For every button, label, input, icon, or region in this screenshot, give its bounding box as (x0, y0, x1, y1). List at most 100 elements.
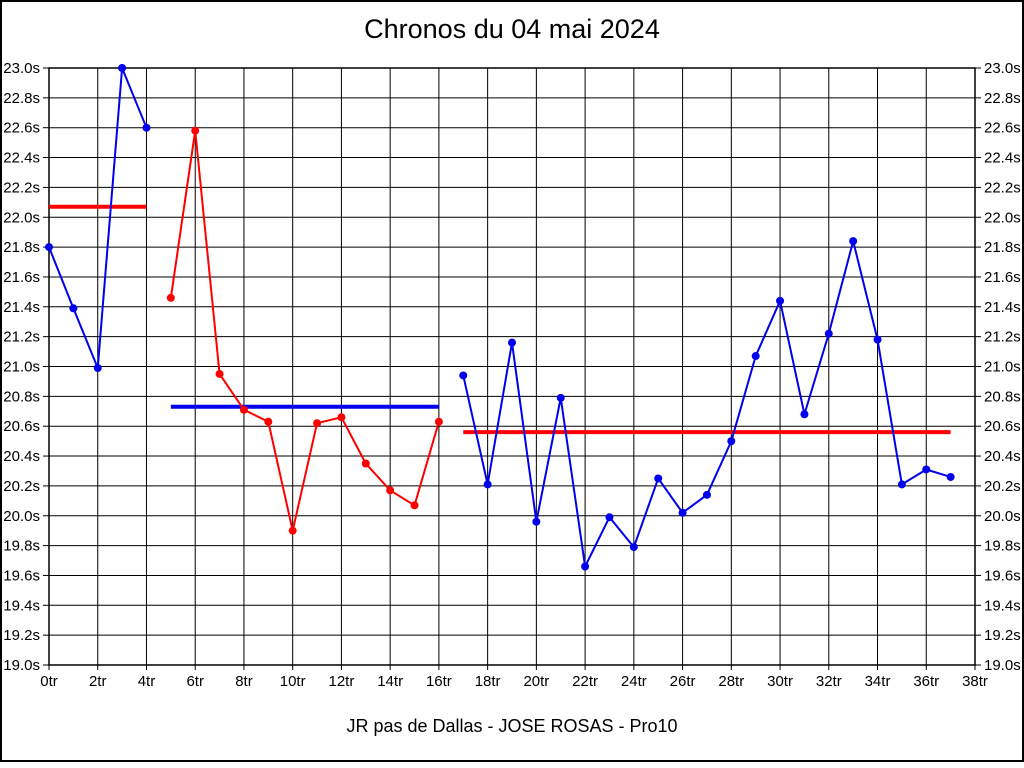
y-tick-label-left: 20.8s (3, 388, 40, 405)
lap-point (361, 459, 370, 468)
lap-point (142, 123, 151, 132)
y-tick-label-right: 21.0s (984, 359, 1021, 376)
y-tick-label-left: 19.2s (3, 627, 40, 644)
stint-2-red-line (169, 130, 440, 531)
lap-point (727, 437, 736, 446)
y-tick-label-left: 22.4s (3, 150, 40, 167)
average-lines (49, 204, 951, 435)
y-tick-label-right: 23.0s (984, 60, 1021, 77)
lap-point (434, 417, 443, 426)
lap-point (824, 329, 833, 338)
y-tick-label-right: 21.8s (984, 239, 1021, 256)
lap-point (337, 413, 346, 422)
x-tick-label: 20tr (523, 673, 549, 690)
y-tick-label-right: 19.6s (984, 567, 1021, 584)
y-tick-label-right: 20.0s (984, 508, 1021, 525)
y-tick-label-left: 21.4s (3, 299, 40, 316)
lap-point (459, 371, 468, 380)
y-tick-label-right: 21.4s (984, 299, 1021, 316)
grid-lines (48, 67, 976, 666)
stint-3-blue (459, 237, 955, 571)
lap-point (702, 490, 711, 499)
y-tick-label-right: 21.2s (984, 329, 1021, 346)
y-tick-label-left: 22.0s (3, 209, 40, 226)
y-tick-label-right: 19.0s (984, 657, 1021, 674)
lap-point (69, 304, 78, 313)
x-tick-label: 30tr (767, 673, 793, 690)
lap-point (239, 405, 248, 414)
y-tick-label-right: 22.0s (984, 209, 1021, 226)
y-tick-label-right: 22.8s (984, 90, 1021, 107)
y-tick-label-right: 22.4s (984, 150, 1021, 167)
x-tick-label: 38tr (962, 673, 988, 690)
lap-point (654, 474, 663, 483)
lap-point (532, 517, 541, 526)
lap-point (264, 417, 273, 426)
y-tick-label-left: 21.6s (3, 269, 40, 286)
x-tick-label: 32tr (816, 673, 842, 690)
lap-point (751, 352, 760, 361)
x-tick-label: 4tr (138, 673, 156, 690)
y-tick-label-left: 21.0s (3, 359, 40, 376)
y-tick-label-right: 19.8s (984, 538, 1021, 555)
y-tick-label-right: 19.2s (984, 627, 1021, 644)
x-tick-label: 18tr (475, 673, 501, 690)
x-tick-label: 10tr (280, 673, 306, 690)
y-tick-label-left: 19.4s (3, 597, 40, 614)
lap-point (288, 526, 297, 535)
y-tick-label-right: 20.4s (984, 448, 1021, 465)
x-tick-label: 2tr (89, 673, 107, 690)
y-tick-label-left: 19.8s (3, 538, 40, 555)
x-tick-label: 8tr (235, 673, 253, 690)
lap-point (581, 562, 590, 571)
lap-point (166, 293, 175, 302)
lap-point (93, 363, 102, 372)
x-tick-label: 12tr (328, 673, 354, 690)
x-tick-label: 24tr (621, 673, 647, 690)
lap-point (897, 480, 906, 489)
chart-caption: JR pas de Dallas - JOSE ROSAS - Pro10 (346, 716, 678, 736)
y-tick-label-right: 20.6s (984, 418, 1021, 435)
lap-point (605, 513, 614, 522)
y-tick-label-left: 20.6s (3, 418, 40, 435)
lap-point (215, 369, 224, 378)
lap-point (191, 126, 200, 135)
lap-point (922, 465, 931, 474)
lap-point (873, 335, 882, 344)
lap-time-chart: 0tr 2tr 4tr 6tr 8tr 10tr 12tr 14tr 16tr 18tr 20tr 2… (3, 60, 1021, 690)
lap-point (313, 419, 322, 428)
lap-point (849, 237, 858, 246)
axis-ticks (43, 67, 981, 670)
y-tick-label-left: 23.0s (3, 60, 40, 77)
lap-point (508, 338, 516, 347)
y-tick-label-right: 22.2s (984, 179, 1021, 196)
y-tick-label-left: 20.0s (3, 508, 40, 525)
x-tick-label: 16tr (426, 673, 452, 690)
x-tick-label: 26tr (670, 673, 696, 690)
y-tick-label-right: 19.4s (984, 597, 1021, 614)
lap-point (800, 410, 809, 419)
x-tick-label: 14tr (377, 673, 403, 690)
x-tick-label: 22tr (572, 673, 598, 690)
x-tick-label: 0tr (40, 673, 58, 690)
y-tick-label-right: 20.2s (984, 478, 1021, 495)
y-tick-label-left: 22.8s (3, 90, 40, 107)
y-tick-label-left: 21.8s (3, 239, 40, 256)
x-tick-label: 34tr (865, 673, 891, 690)
lap-point (410, 501, 419, 510)
x-tick-label: 36tr (913, 673, 939, 690)
lap-point (678, 508, 687, 517)
lap-point (629, 543, 638, 552)
y-tick-label-left: 19.0s (3, 657, 40, 674)
y-tick-label-right: 22.6s (984, 120, 1021, 137)
y-tick-label-left: 20.2s (3, 478, 40, 495)
y-tick-label-left: 20.4s (3, 448, 40, 465)
lap-point (386, 486, 395, 495)
x-tick-label: 28tr (718, 673, 744, 690)
x-tick-label: 6tr (186, 673, 204, 690)
lap-point (946, 472, 955, 481)
stint-2-red (166, 126, 443, 535)
plot-frame (48, 67, 976, 666)
lap-point (776, 296, 785, 305)
y-tick-label-right: 21.6s (984, 269, 1021, 286)
